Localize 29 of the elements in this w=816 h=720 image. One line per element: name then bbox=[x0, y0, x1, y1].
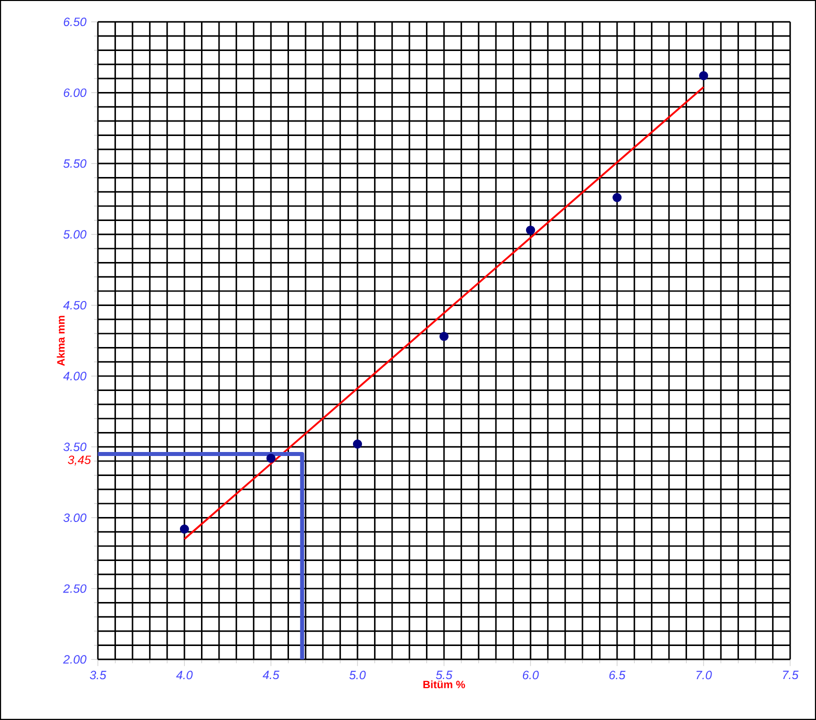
x-axis-title: Bitüm % bbox=[423, 680, 466, 688]
y-tick-label: 3.50 bbox=[63, 442, 86, 452]
x-tick-label: 4.5 bbox=[262, 670, 280, 680]
y-tick-label: 3.00 bbox=[63, 514, 86, 522]
y-tick-label: 5.50 bbox=[63, 159, 86, 168]
x-tick-label: 6.5 bbox=[609, 670, 626, 680]
x-tick-label: 5.0 bbox=[349, 670, 366, 680]
y-tick-label: 6.50 bbox=[64, 18, 86, 26]
y-tick-label: 5.00 bbox=[63, 230, 86, 239]
y-tick-label: 2.50 bbox=[63, 584, 86, 593]
point bbox=[439, 332, 449, 341]
x-tick-label: 6.0 bbox=[522, 670, 539, 680]
point bbox=[352, 440, 362, 449]
x-tick-label: 5.5 bbox=[436, 670, 452, 680]
y-tick-label: 6.00 bbox=[64, 88, 86, 97]
y-axis-title: Akma mm bbox=[56, 316, 65, 366]
point bbox=[526, 226, 536, 235]
annotation: 3,45 bbox=[68, 456, 91, 466]
y-tick-label: 4.00 bbox=[63, 372, 86, 380]
y-tick-label: 4.50 bbox=[63, 300, 86, 310]
point bbox=[266, 454, 276, 463]
point bbox=[180, 524, 189, 534]
x-tick-label: 7.0 bbox=[696, 670, 712, 680]
x-tick-label: 4.0 bbox=[176, 670, 193, 680]
y-tick-label: 2.00 bbox=[63, 655, 86, 664]
point bbox=[612, 193, 622, 202]
point bbox=[699, 71, 708, 80]
x-tick-label: 3.5 bbox=[90, 670, 106, 680]
x-tick-label: 7.5 bbox=[783, 670, 799, 680]
